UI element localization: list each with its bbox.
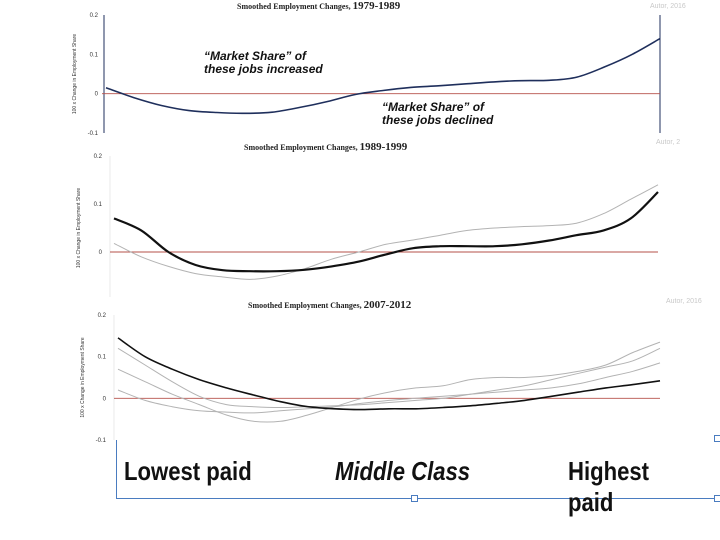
chart-title-prefix: Smoothed Employment Changes, <box>237 2 353 11</box>
chart-2007-2012: Smoothed Employment Changes, 2007-2012 Au… <box>80 298 702 444</box>
chart-title-years: 2007-2012 <box>364 299 412 311</box>
chart-title-years: 1979-1989 <box>353 0 401 12</box>
y-axis-label: 100 x Change in Employment Share <box>80 337 86 418</box>
label-lowest-paid: Lowest paid <box>124 456 252 486</box>
y-tick-label: 0 <box>99 250 103 256</box>
author-credit: Autor, 2016 <box>666 298 702 305</box>
panel-2007-2012: Smoothed Employment Changes, 2007-2012 Au… <box>62 297 719 447</box>
chart-title-years: 1989-1999 <box>360 141 408 153</box>
y-axis-label: 100 x Change in Employment Share <box>76 188 82 269</box>
y-tick-label: 0 <box>103 396 107 402</box>
y-tick-label: 0.2 <box>94 154 103 160</box>
y-tick-label: 0.2 <box>90 13 99 19</box>
chart-title: Smoothed Employment Changes, 1989-1999 <box>244 141 408 153</box>
annotation-text: “Market Share” of <box>382 100 485 114</box>
resize-handle-bottom[interactable] <box>411 495 418 502</box>
series-line-2 <box>113 184 659 280</box>
panel-1979-1989: Smoothed Employment Changes, 1979-1989 Au… <box>62 0 719 148</box>
chart-title-prefix: Smoothed Employment Changes, <box>244 143 360 152</box>
y-tick-label: 0.1 <box>98 355 107 361</box>
label-middle-class: Middle Class <box>335 456 471 486</box>
annotation-text: these jobs declined <box>382 113 494 127</box>
resize-handle-right[interactable] <box>714 435 720 442</box>
series-line-2 <box>117 341 661 423</box>
author-credit: Autor, 2 <box>656 139 680 146</box>
author-credit: Autor, 2016 <box>650 3 686 10</box>
y-tick-label: 0.2 <box>98 313 107 319</box>
chart-title: Smoothed Employment Changes, 1979-1989 <box>237 0 401 12</box>
y-tick-label: -0.1 <box>88 131 99 137</box>
series-line-1 <box>113 191 659 273</box>
y-tick-label: 0.1 <box>90 52 99 58</box>
chart-title: Smoothed Employment Changes, 2007-2012 <box>248 299 412 311</box>
series-line-1 <box>117 337 661 411</box>
chart-title-prefix: Smoothed Employment Changes, <box>248 301 364 310</box>
panel-1989-1999: Smoothed Employment Changes, 1989-1999 Au… <box>62 137 719 302</box>
resize-handle-corner[interactable] <box>714 495 720 502</box>
y-tick-label: 0 <box>95 92 99 98</box>
series-line-3 <box>117 347 661 408</box>
y-tick-label: 0.1 <box>94 202 103 208</box>
chart-1989-1999: Smoothed Employment Changes, 1989-1999 Au… <box>76 139 680 302</box>
annotation-text: “Market Share” of <box>204 49 307 63</box>
series-line-1 <box>105 37 661 115</box>
y-axis-label: 100 x Change in Employment Share <box>72 34 78 115</box>
series-line-4 <box>117 362 661 414</box>
label-highest-paid: Highest paid <box>568 456 650 517</box>
chart-1979-1989: Smoothed Employment Changes, 1979-1989 Au… <box>72 0 686 137</box>
annotation-text: these jobs increased <box>204 62 323 76</box>
y-tick-label: -0.1 <box>96 438 107 444</box>
